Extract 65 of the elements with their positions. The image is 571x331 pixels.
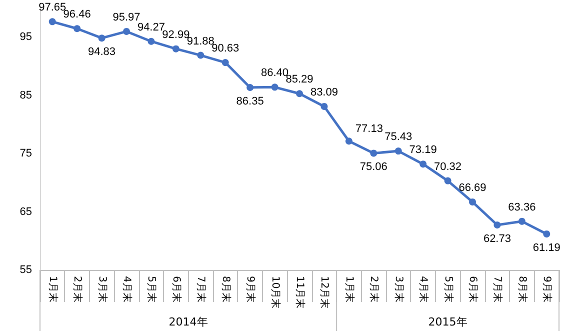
x-tick-label: 10月末: [269, 276, 282, 309]
x-tick-label: 6月末: [170, 276, 182, 302]
data-label: 94.83: [88, 46, 116, 58]
x-tick-label: 2月末: [368, 276, 380, 302]
point: [296, 90, 303, 98]
x-tick-label: 4月末: [121, 276, 133, 302]
point: [420, 160, 427, 168]
point: [320, 102, 328, 110]
point: [148, 38, 155, 45]
point: [469, 198, 476, 206]
x-tick-label: 5月末: [146, 276, 158, 302]
point: [494, 221, 501, 228]
data-label: 95.97: [112, 11, 140, 24]
data-label: 61.19: [532, 242, 560, 254]
data-label: 75.06: [360, 161, 388, 174]
point: [48, 18, 56, 26]
point: [123, 28, 130, 35]
text: 2014年: [168, 316, 208, 328]
y-tick-label: 65: [20, 206, 32, 218]
point: [172, 45, 180, 52]
data-label: 83.09: [310, 86, 338, 98]
data-label: 96.46: [63, 8, 91, 21]
point: [345, 138, 352, 145]
point: [518, 218, 526, 225]
x-tick-label: 7月末: [195, 276, 208, 302]
x-tick-label: 6月末: [467, 276, 479, 302]
point: [74, 25, 81, 32]
point: [271, 84, 278, 91]
data-label: 86.35: [236, 95, 264, 108]
point: [98, 34, 106, 42]
x-tick-label: 4月末: [418, 276, 430, 302]
x-tick-label: 1月末: [46, 276, 59, 302]
x-tick-label: 12月末: [318, 276, 331, 309]
point: [444, 177, 452, 184]
point: [246, 84, 254, 91]
x-tick-label: 2月末: [72, 276, 84, 302]
y-tick-label: 85: [20, 89, 32, 102]
x-tick-label: 8月末: [516, 276, 528, 302]
x-tick-label: 8月末: [220, 276, 232, 302]
x-tick-label: 9月末: [541, 276, 554, 302]
x-tick-label: 3月末: [96, 276, 108, 302]
y-tick-label: 55: [20, 264, 32, 276]
y-tick-label: 95: [20, 31, 32, 44]
x-tick-label: 3月末: [392, 276, 405, 302]
point: [543, 230, 550, 238]
point: [394, 148, 402, 155]
data-label: 63.36: [508, 201, 536, 214]
data-label: 73.19: [409, 144, 437, 156]
point: [222, 59, 229, 66]
data-label: 70.32: [434, 160, 462, 173]
x-tick-label: 11月末: [294, 276, 306, 309]
y-tick-label: 75: [20, 148, 32, 160]
data-label: 66.69: [458, 182, 486, 194]
x-tick-label: 9月末: [244, 276, 257, 302]
text: 2015年: [428, 316, 468, 328]
data-label: 85.29: [286, 74, 314, 86]
point: [370, 150, 378, 157]
data-label: 77.13: [355, 123, 383, 136]
data-label: 90.63: [212, 42, 240, 55]
x-tick-label: 1月末: [343, 276, 356, 302]
x-tick-label: 7月末: [492, 276, 504, 302]
data-label: 75.43: [384, 131, 412, 144]
data-label: 62.73: [483, 232, 511, 245]
point: [197, 52, 204, 59]
x-tick-label: 5月末: [442, 276, 454, 302]
